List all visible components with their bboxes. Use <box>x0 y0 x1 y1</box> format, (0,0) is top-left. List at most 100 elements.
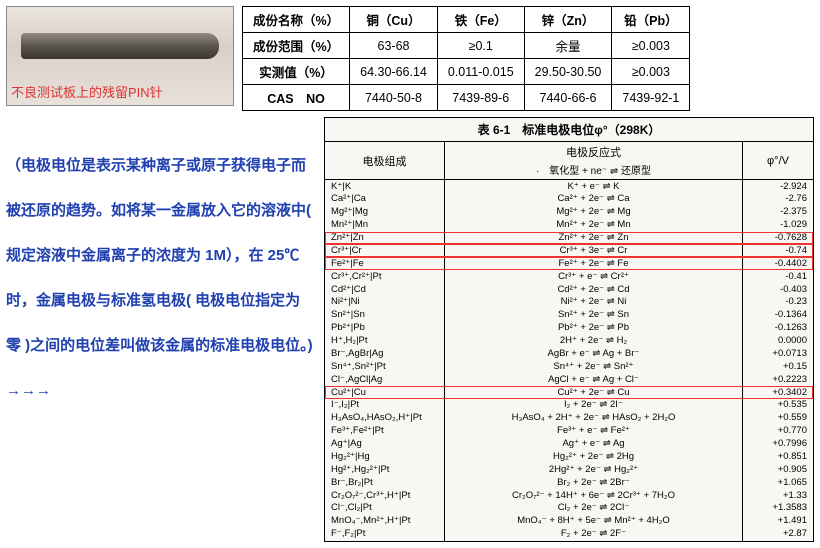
potential-cell: -0.23 <box>743 296 813 309</box>
potential-cell: +1.491 <box>743 515 813 528</box>
potential-cell: +0.770 <box>743 425 813 438</box>
potential-row: K⁺|KK⁺ + e⁻ ⇌ K-2.924 <box>325 180 813 193</box>
electrode-cell: Fe³⁺,Fe²⁺|Pt <box>325 425 445 438</box>
electrode-cell: Fe²⁺|Fe <box>325 257 445 270</box>
comp-cell: CAS NO <box>243 85 350 111</box>
reaction-cell: Fe³⁺ + e⁻ ⇌ Fe²⁺ <box>445 425 743 438</box>
potential-row: Ag⁺|AgAg⁺ + e⁻ ⇌ Ag+0.7996 <box>325 438 813 451</box>
potential-cell: +1.065 <box>743 476 813 489</box>
potential-row: Cd²⁺|CdCd²⁺ + 2e⁻ ⇌ Cd-0.403 <box>325 283 813 296</box>
col-potential: φ°/V <box>743 142 813 179</box>
potential-cell: -0.403 <box>743 283 813 296</box>
potential-row: Hg₂²⁺|HgHg₂²⁺ + 2e⁻ ⇌ 2Hg+0.851 <box>325 450 813 463</box>
potential-row: Cl⁻,Cl₂|PtCl₂ + 2e⁻ ⇌ 2Cl⁻+1.3583 <box>325 502 813 515</box>
comp-cell: 0.011-0.015 <box>437 59 524 85</box>
reaction-cell: Cu²⁺ + 2e⁻ ⇌ Cu <box>445 386 743 399</box>
potential-row: F⁻,F₂|PtF₂ + 2e⁻ ⇌ 2F⁻+2.87 <box>325 528 813 541</box>
potential-row: Sn⁴⁺,Sn²⁺|PtSn⁴⁺ + 2e⁻ ⇌ Sn²⁺+0.15 <box>325 360 813 373</box>
potential-table: 表 6-1 标准电极电位φ°（298K） 电极组成 电极反应式 · 氧化型 + … <box>324 117 814 542</box>
potential-cell: +0.559 <box>743 412 813 425</box>
comp-header: 铜（Cu） <box>350 7 438 33</box>
electrode-cell: H⁺,H₂|Pt <box>325 335 445 348</box>
reaction-cell: Fe²⁺ + 2e⁻ ⇌ Fe <box>445 257 743 270</box>
potential-row: Ni²⁺|NiNi²⁺ + 2e⁻ ⇌ Ni-0.23 <box>325 296 813 309</box>
potential-cell: -0.1364 <box>743 309 813 322</box>
potential-cell: -1.029 <box>743 219 813 232</box>
electrode-cell: Zn²⁺|Zn <box>325 232 445 245</box>
potential-row: MnO₄⁻,Mn²⁺,H⁺|PtMnO₄⁻ + 8H⁺ + 5e⁻ ⇌ Mn²⁺… <box>325 515 813 528</box>
potential-row: Fe²⁺|FeFe²⁺ + 2e⁻ ⇌ Fe-0.4402 <box>325 257 813 270</box>
potential-cell: +0.905 <box>743 463 813 476</box>
reaction-cell: AgBr + e⁻ ⇌ Ag + Br⁻ <box>445 347 743 360</box>
electrode-cell: Cr₂O₇²⁻,Cr³⁺,H⁺|Pt <box>325 489 445 502</box>
comp-header: 锌（Zn） <box>524 7 612 33</box>
reaction-cell: Cr³⁺ + 3e⁻ ⇌ Cr <box>445 244 743 257</box>
electrode-cell: Ca²⁺|Ca <box>325 193 445 206</box>
col-reaction: 电极反应式 · 氧化型 + ne⁻ ⇌ 还原型 <box>445 142 743 179</box>
reaction-cell: Cd²⁺ + 2e⁻ ⇌ Cd <box>445 283 743 296</box>
pin-photo: 不良测试板上的残留PIN针 <box>6 6 234 106</box>
electrode-cell: Cl⁻,AgCl|Ag <box>325 373 445 386</box>
reaction-cell: 2Hg²⁺ + 2e⁻ ⇌ Hg₂²⁺ <box>445 463 743 476</box>
potential-cell: -2.375 <box>743 206 813 219</box>
reaction-cell: Pb²⁺ + 2e⁻ ⇌ Pb <box>445 322 743 335</box>
comp-cell: 7440-50-8 <box>350 85 438 111</box>
potential-row: H⁺,H₂|Pt2H⁺ + 2e⁻ ⇌ H₂0.0000 <box>325 335 813 348</box>
reaction-cell: Ni²⁺ + 2e⁻ ⇌ Ni <box>445 296 743 309</box>
reaction-cell: MnO₄⁻ + 8H⁺ + 5e⁻ ⇌ Mn²⁺ + 4H₂O <box>445 515 743 528</box>
potential-row: Cu²⁺|CuCu²⁺ + 2e⁻ ⇌ Cu+0.3402 <box>325 386 813 399</box>
potential-row: Cr³⁺,Cr²⁺|PtCr³⁺ + e⁻ ⇌ Cr²⁺-0.41 <box>325 270 813 283</box>
electrode-cell: Cu²⁺|Cu <box>325 386 445 399</box>
reaction-cell: 2H⁺ + 2e⁻ ⇌ H₂ <box>445 335 743 348</box>
potential-cell: +0.535 <box>743 399 813 412</box>
reaction-cell: I₂ + 2e⁻ ⇌ 2I⁻ <box>445 399 743 412</box>
potential-cell: -2.924 <box>743 180 813 193</box>
electrode-cell: K⁺|K <box>325 180 445 193</box>
potential-cell: -0.1263 <box>743 322 813 335</box>
potential-row: Pb²⁺|PbPb²⁺ + 2e⁻ ⇌ Pb-0.1263 <box>325 322 813 335</box>
electrode-cell: Hg₂²⁺|Hg <box>325 450 445 463</box>
reaction-cell: Cr³⁺ + e⁻ ⇌ Cr²⁺ <box>445 270 743 283</box>
comp-header: 成份名称（%） <box>243 7 350 33</box>
electrode-cell: Cr³⁺,Cr²⁺|Pt <box>325 270 445 283</box>
reaction-cell: K⁺ + e⁻ ⇌ K <box>445 180 743 193</box>
electrode-cell: Ni²⁺|Ni <box>325 296 445 309</box>
electrode-cell: Mn²⁺|Mn <box>325 219 445 232</box>
comp-cell: 余量 <box>524 33 612 59</box>
comp-cell: ≥0.003 <box>612 59 690 85</box>
reaction-cell: Ag⁺ + e⁻ ⇌ Ag <box>445 438 743 451</box>
potential-row: Fe³⁺,Fe²⁺|PtFe³⁺ + e⁻ ⇌ Fe²⁺+0.770 <box>325 425 813 438</box>
potential-cell: +0.15 <box>743 360 813 373</box>
comp-cell: 7440-66-6 <box>524 85 612 111</box>
electrode-cell: H₃AsO₄,HAsO₂,H⁺|Pt <box>325 412 445 425</box>
electrode-cell: Br⁻,Br₂|Pt <box>325 476 445 489</box>
comp-cell: 7439-89-6 <box>437 85 524 111</box>
potential-row: H₃AsO₄,HAsO₂,H⁺|PtH₃AsO₄ + 2H⁺ + 2e⁻ ⇌ H… <box>325 412 813 425</box>
potential-cell: -0.74 <box>743 244 813 257</box>
comp-header: 铅（Pb） <box>612 7 690 33</box>
potential-table-title: 表 6-1 标准电极电位φ°（298K） <box>325 118 813 142</box>
reaction-cell: Ca²⁺ + 2e⁻ ⇌ Ca <box>445 193 743 206</box>
composition-table: 成份名称（%）铜（Cu）铁（Fe）锌（Zn）铅（Pb） 成份范围（%）63-68… <box>242 6 690 111</box>
pin-caption: 不良测试板上的残留PIN针 <box>11 82 163 101</box>
reaction-cell: Hg₂²⁺ + 2e⁻ ⇌ 2Hg <box>445 450 743 463</box>
potential-row: Cr₂O₇²⁻,Cr³⁺,H⁺|PtCr₂O₇²⁻ + 14H⁺ + 6e⁻ ⇌… <box>325 489 813 502</box>
reaction-cell: AgCl + e⁻ ⇌ Ag + Cl⁻ <box>445 373 743 386</box>
potential-cell: 0.0000 <box>743 335 813 348</box>
reaction-cell: Sn²⁺ + 2e⁻ ⇌ Sn <box>445 309 743 322</box>
potential-row: Br⁻,AgBr|AgAgBr + e⁻ ⇌ Ag + Br⁻+0.0713 <box>325 347 813 360</box>
electrode-cell: Cl⁻,Cl₂|Pt <box>325 502 445 515</box>
comp-cell: 成份范围（%） <box>243 33 350 59</box>
potential-cell: +0.3402 <box>743 386 813 399</box>
potential-row: I⁻,I₂|PtI₂ + 2e⁻ ⇌ 2I⁻+0.535 <box>325 399 813 412</box>
potential-cell: -0.4402 <box>743 257 813 270</box>
electrode-cell: Mg²⁺|Mg <box>325 206 445 219</box>
reaction-cell: Cr₂O₇²⁻ + 14H⁺ + 6e⁻ ⇌ 2Cr³⁺ + 7H₂O <box>445 489 743 502</box>
electrode-cell: Sn⁴⁺,Sn²⁺|Pt <box>325 360 445 373</box>
potential-cell: -0.7628 <box>743 232 813 245</box>
potential-row: Hg²⁺,Hg₂²⁺|Pt2Hg²⁺ + 2e⁻ ⇌ Hg₂²⁺+0.905 <box>325 463 813 476</box>
potential-row: Mg²⁺|MgMg²⁺ + 2e⁻ ⇌ Mg-2.375 <box>325 206 813 219</box>
reaction-cell: Br₂ + 2e⁻ ⇌ 2Br⁻ <box>445 476 743 489</box>
electrode-cell: MnO₄⁻,Mn²⁺,H⁺|Pt <box>325 515 445 528</box>
reaction-cell: H₃AsO₄ + 2H⁺ + 2e⁻ ⇌ HAsO₂ + 2H₂O <box>445 412 743 425</box>
